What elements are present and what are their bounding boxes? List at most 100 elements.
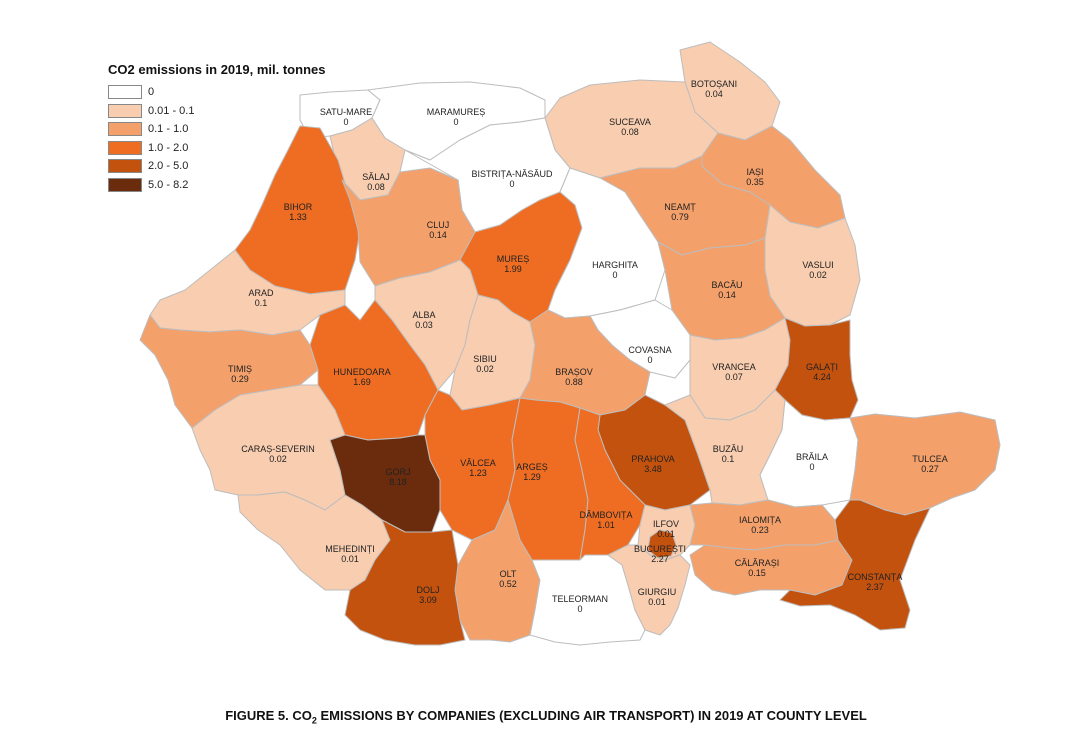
county-name-label: IAȘI — [746, 167, 763, 177]
county-name-label: VASLUI — [802, 260, 833, 270]
county-name-label: BACĂU — [711, 280, 742, 290]
county-value-label: 0 — [612, 270, 617, 280]
county-giurgiu — [607, 544, 691, 636]
legend-swatch — [108, 122, 142, 137]
county-value-label: 0.35 — [746, 177, 764, 187]
county-name-label: MEHEDINȚI — [325, 544, 375, 554]
county-name-label: PRAHOVA — [631, 454, 674, 464]
county-value-label: 4.24 — [813, 372, 831, 382]
county-value-label: 0.23 — [751, 525, 769, 535]
county-name-label: BISTRIȚA-NĂSĂUD — [471, 169, 553, 179]
labels-layer: SATU-MARE0MARAMUREȘ0BOTOȘANI0.04SUCEAVA0… — [228, 79, 948, 614]
county-name-label: SĂLAJ — [362, 172, 390, 182]
county-name-label: CLUJ — [427, 220, 450, 230]
county-name-label: VRANCEA — [712, 362, 756, 372]
county-name-label: CONSTANȚA — [848, 572, 903, 582]
figure-caption: FIGURE 5. CO2 EMISSIONS BY COMPANIES (EX… — [0, 708, 1092, 726]
county-value-label: 0.02 — [269, 454, 287, 464]
county-value-label: 1.33 — [289, 212, 307, 222]
legend-item: 5.0 - 8.2 — [108, 176, 325, 195]
county-hunedoara — [309, 299, 439, 441]
county-name-label: CARAȘ-SEVERIN — [241, 444, 315, 454]
county-bucuresti — [647, 529, 677, 559]
county-value-label: 0.04 — [705, 89, 723, 99]
county-name-label: COVASNA — [628, 345, 671, 355]
county-value-label: 3.48 — [644, 464, 662, 474]
caption-subscript: 2 — [311, 715, 317, 726]
county-value-label: 0.1 — [255, 298, 268, 308]
county-name-label: HUNEDOARA — [333, 367, 391, 377]
county-value-label: 1.99 — [504, 264, 522, 274]
legend-swatch — [108, 177, 142, 192]
legend-swatch — [108, 140, 142, 155]
county-value-label: 0.08 — [621, 127, 639, 137]
legend-label: 5.0 - 8.2 — [148, 178, 189, 191]
county-name-label: CĂLĂRAȘI — [735, 558, 780, 568]
legend-label: 0.01 - 0.1 — [148, 104, 195, 117]
caption-prefix: FIGURE 5. CO — [225, 708, 312, 723]
county-value-label: 0.08 — [367, 182, 385, 192]
county-value-label: 0.14 — [718, 290, 736, 300]
county-value-label: 0.1 — [722, 454, 735, 464]
county-name-label: OLT — [500, 569, 517, 579]
county-value-label: 0.88 — [565, 377, 583, 387]
county-braila — [759, 399, 859, 508]
legend-swatch — [108, 159, 142, 174]
legend-item: 2.0 - 5.0 — [108, 157, 325, 176]
caption-suffix: EMISSIONS BY COMPANIES (EXCLUDING AIR TR… — [316, 708, 867, 723]
county-value-label: 2.27 — [651, 554, 669, 564]
county-name-label: BIHOR — [284, 202, 313, 212]
county-name-label: BRAȘOV — [555, 367, 593, 377]
county-constanta — [779, 499, 931, 631]
county-value-label: 1.01 — [597, 520, 615, 530]
county-dolj — [344, 519, 466, 646]
counties-layer — [139, 41, 1001, 646]
county-name-label: TULCEA — [912, 454, 948, 464]
county-value-label: 0.02 — [476, 364, 494, 374]
county-value-label: 0.15 — [748, 568, 766, 578]
county-value-label: 0 — [509, 179, 514, 189]
county-name-label: SUCEAVA — [609, 117, 651, 127]
county-value-label: 0 — [809, 462, 814, 472]
county-value-label: 0.01 — [648, 597, 666, 607]
county-value-label: 3.09 — [419, 595, 437, 605]
county-value-label: 0.02 — [809, 270, 827, 280]
county-arges — [507, 397, 589, 561]
county-name-label: ILFOV — [653, 519, 679, 529]
legend-swatch — [108, 85, 142, 100]
county-value-label: 0.27 — [921, 464, 939, 474]
county-name-label: BUZĂU — [713, 444, 744, 454]
county-name-label: IALOMIȚA — [739, 515, 781, 525]
county-name-label: BOTOȘANI — [691, 79, 737, 89]
county-name-label: MUREȘ — [497, 254, 530, 264]
county-value-label: 0 — [343, 117, 348, 127]
county-name-label: ALBA — [412, 310, 435, 320]
county-value-label: 0.79 — [671, 212, 689, 222]
county-value-label: 0.29 — [231, 374, 249, 384]
county-name-label: GORJ — [385, 467, 410, 477]
county-value-label: 0 — [453, 117, 458, 127]
county-value-label: 0 — [647, 355, 652, 365]
county-name-label: MARAMUREȘ — [427, 107, 486, 117]
county-value-label: 2.37 — [866, 582, 884, 592]
legend-label: 1.0 - 2.0 — [148, 141, 189, 154]
county-name-label: GIURGIU — [638, 587, 677, 597]
county-value-label: 1.29 — [523, 472, 541, 482]
county-value-label: 1.23 — [469, 468, 487, 478]
county-value-label: 0 — [577, 604, 582, 614]
county-value-label: 0.07 — [725, 372, 743, 382]
county-value-label: 8.18 — [389, 477, 407, 487]
county-name-label: NEAMȚ — [664, 202, 696, 212]
county-name-label: VÂLCEA — [460, 458, 496, 468]
county-name-label: ARGEȘ — [516, 462, 548, 472]
map-legend: CO2 emissions in 2019, mil. tonnes 0 0.01… — [108, 62, 325, 194]
county-name-label: TELEORMAN — [552, 594, 608, 604]
legend-title: CO2 emissions in 2019, mil. tonnes — [108, 62, 326, 77]
county-value-label: 0.01 — [341, 554, 359, 564]
county-name-label: DÂMBOVIȚA — [579, 510, 632, 520]
county-value-label: 0.03 — [415, 320, 433, 330]
county-value-label: 0.01 — [657, 529, 675, 539]
county-name-label: TIMIȘ — [228, 364, 252, 374]
county-name-label: ARAD — [248, 288, 274, 298]
